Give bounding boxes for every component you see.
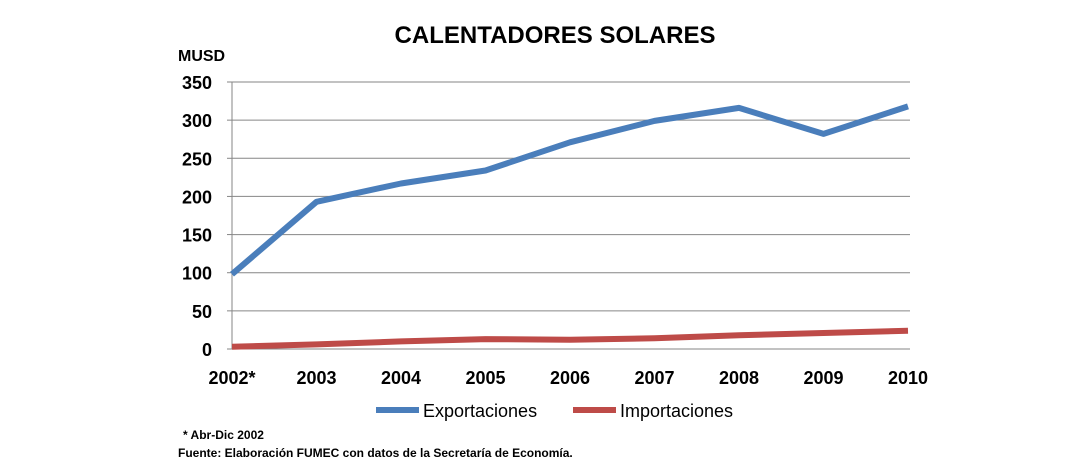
- y-tick-label: 0: [202, 340, 212, 360]
- x-tick-label: 2007: [634, 368, 674, 388]
- y-tick-label: 100: [182, 264, 212, 284]
- y-tick-label: 350: [182, 73, 212, 93]
- x-tick-labels: 2002* 2003 2004 2005 2006 2007 2008 2009 2010: [208, 368, 928, 388]
- x-tick-label: 2003: [296, 368, 336, 388]
- legend-label: Exportaciones: [423, 401, 537, 421]
- axes: [227, 81, 910, 350]
- y-tick-label: 200: [182, 187, 212, 207]
- x-tick-label: 2006: [550, 368, 590, 388]
- y-axis-unit: MUSD: [178, 48, 225, 65]
- footnote: * Abr-Dic 2002: [183, 428, 264, 442]
- series-line-exportaciones: [230, 103, 909, 277]
- chart-title: CALENTADORES SOLARES: [395, 22, 716, 49]
- source-note: Fuente: Elaboración FUMEC con datos de l…: [178, 446, 573, 460]
- series-lines: [230, 103, 909, 350]
- y-tick-label: 250: [182, 149, 212, 169]
- x-tick-label: 2008: [719, 368, 759, 388]
- y-tick-label: 50: [192, 302, 212, 322]
- x-tick-label: 2004: [381, 368, 421, 388]
- y-tick-labels: 0 50 100 150 200 250 300 350: [182, 73, 212, 360]
- series-line-importaciones: [231, 327, 909, 350]
- x-tick-label: 2002*: [208, 368, 255, 388]
- y-tick-label: 300: [182, 111, 212, 131]
- x-tick-label: 2009: [803, 368, 843, 388]
- x-tick-label: 2005: [465, 368, 505, 388]
- y-tick-label: 150: [182, 226, 212, 246]
- legend-label: Importaciones: [620, 401, 733, 421]
- legend: Exportaciones Importaciones: [376, 401, 733, 421]
- x-tick-label: 2010: [888, 368, 928, 388]
